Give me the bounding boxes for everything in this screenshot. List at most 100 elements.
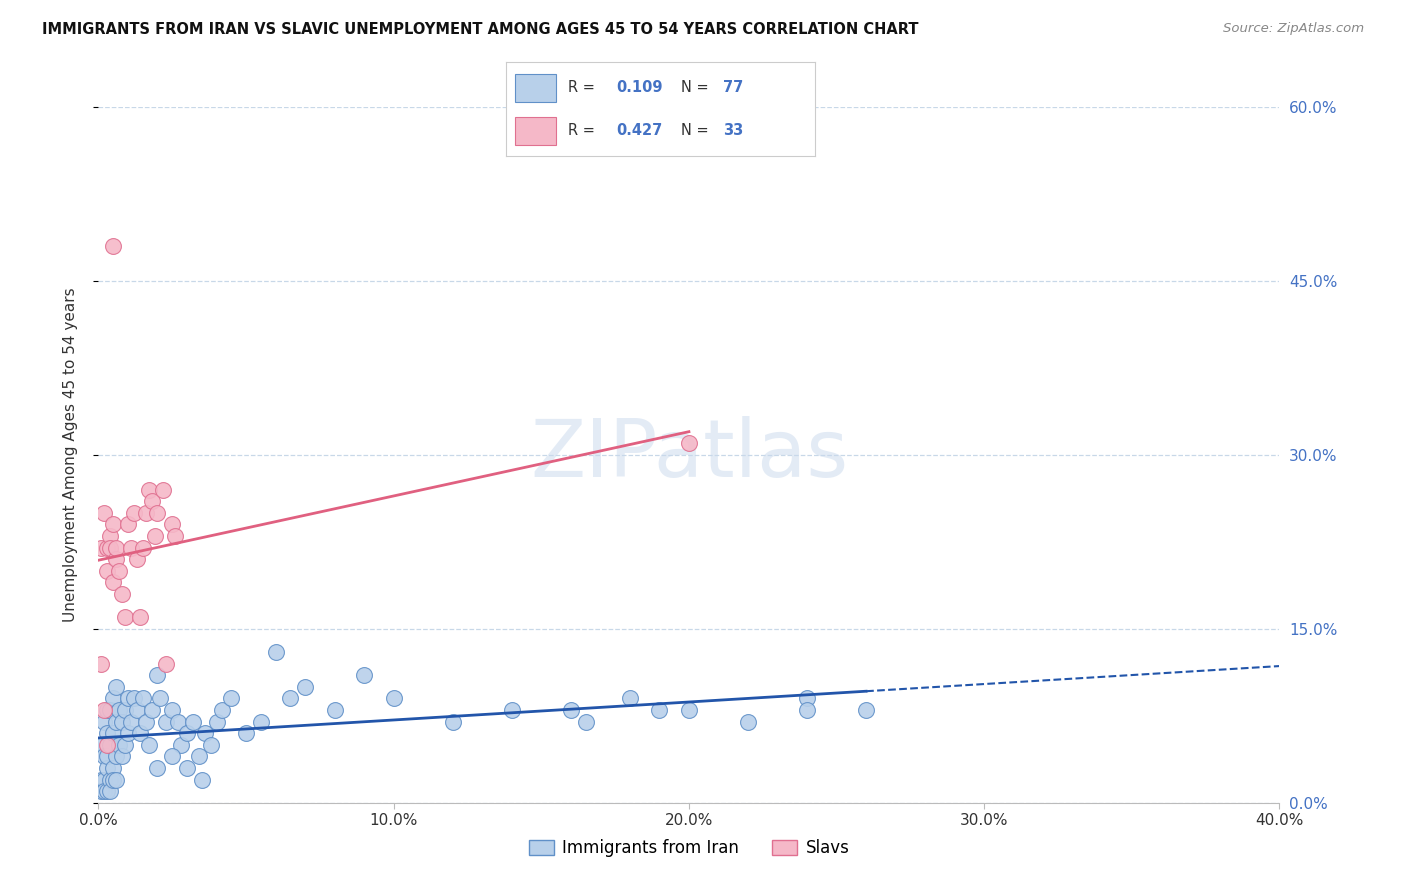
Point <box>90 772 112 787</box>
Point <box>90 541 112 555</box>
Point <box>122 691 145 706</box>
Point <box>165 529 187 543</box>
Point <box>152 483 174 497</box>
Point <box>149 691 172 706</box>
Point <box>108 564 131 578</box>
Point <box>103 761 125 775</box>
Point <box>264 645 287 659</box>
Point <box>619 691 641 706</box>
Point <box>146 668 169 682</box>
Text: Source: ZipAtlas.com: Source: ZipAtlas.com <box>1223 22 1364 36</box>
Point <box>117 691 139 706</box>
Point <box>200 738 222 752</box>
Point <box>162 703 183 717</box>
Point <box>105 680 128 694</box>
Point <box>103 239 125 253</box>
Point <box>98 541 121 555</box>
Point <box>167 714 190 729</box>
Point <box>560 703 582 717</box>
Point <box>105 772 128 787</box>
Point <box>111 714 134 729</box>
Point <box>114 610 136 624</box>
Point <box>120 541 142 555</box>
Text: 77: 77 <box>723 80 742 95</box>
Point <box>441 714 464 729</box>
Point <box>737 714 759 729</box>
Point <box>648 703 671 717</box>
Text: R =: R = <box>568 123 599 138</box>
Point <box>191 772 214 787</box>
Point <box>98 738 121 752</box>
Point <box>111 587 134 601</box>
Point <box>294 680 316 694</box>
Point <box>146 506 169 520</box>
Point <box>125 703 148 717</box>
Point <box>93 772 115 787</box>
FancyBboxPatch shape <box>516 74 555 102</box>
Point <box>181 714 204 729</box>
FancyBboxPatch shape <box>516 117 555 145</box>
Point <box>194 726 217 740</box>
Point <box>138 738 160 752</box>
Point <box>103 575 125 590</box>
Point <box>501 703 523 717</box>
Point <box>323 703 346 717</box>
Point <box>117 517 139 532</box>
Point <box>93 714 115 729</box>
Point <box>132 691 155 706</box>
Point <box>162 517 183 532</box>
Text: N =: N = <box>681 123 713 138</box>
Point <box>93 749 115 764</box>
Point <box>105 552 128 566</box>
Point <box>98 772 121 787</box>
Point <box>96 784 118 798</box>
Point <box>105 749 128 764</box>
Point <box>96 738 118 752</box>
Text: R =: R = <box>568 80 599 95</box>
Point <box>141 494 163 508</box>
Point <box>93 703 115 717</box>
Point <box>96 541 118 555</box>
Point <box>105 541 128 555</box>
Point <box>135 714 157 729</box>
Point <box>105 714 128 729</box>
Text: N =: N = <box>681 80 713 95</box>
Text: ZIPatlas: ZIPatlas <box>530 416 848 494</box>
Point <box>162 749 183 764</box>
Y-axis label: Unemployment Among Ages 45 to 54 years: Unemployment Among Ages 45 to 54 years <box>63 287 77 623</box>
Point <box>96 564 118 578</box>
Point <box>96 703 118 717</box>
Point <box>103 517 125 532</box>
Point <box>205 714 228 729</box>
Point <box>211 703 233 717</box>
Point <box>98 529 121 543</box>
Point <box>250 714 273 729</box>
Point <box>98 703 121 717</box>
Point <box>219 691 242 706</box>
Point <box>187 749 209 764</box>
Point <box>278 691 302 706</box>
Text: 0.427: 0.427 <box>616 123 662 138</box>
Point <box>155 657 177 671</box>
Point <box>176 726 198 740</box>
Point <box>135 506 157 520</box>
Point <box>96 761 118 775</box>
Point <box>114 703 136 717</box>
Point <box>111 749 134 764</box>
Point <box>93 784 115 798</box>
Point <box>796 691 818 706</box>
Point <box>90 657 112 671</box>
Point <box>98 784 121 798</box>
Legend: Immigrants from Iran, Slavs: Immigrants from Iran, Slavs <box>522 833 856 864</box>
Point <box>108 738 131 752</box>
Point <box>90 738 112 752</box>
Point <box>176 761 198 775</box>
Point <box>678 436 700 450</box>
Point <box>128 610 150 624</box>
Point <box>170 738 193 752</box>
Point <box>678 703 700 717</box>
Point <box>138 483 160 497</box>
Point <box>141 703 163 717</box>
Point <box>120 714 142 729</box>
Text: 33: 33 <box>723 123 742 138</box>
